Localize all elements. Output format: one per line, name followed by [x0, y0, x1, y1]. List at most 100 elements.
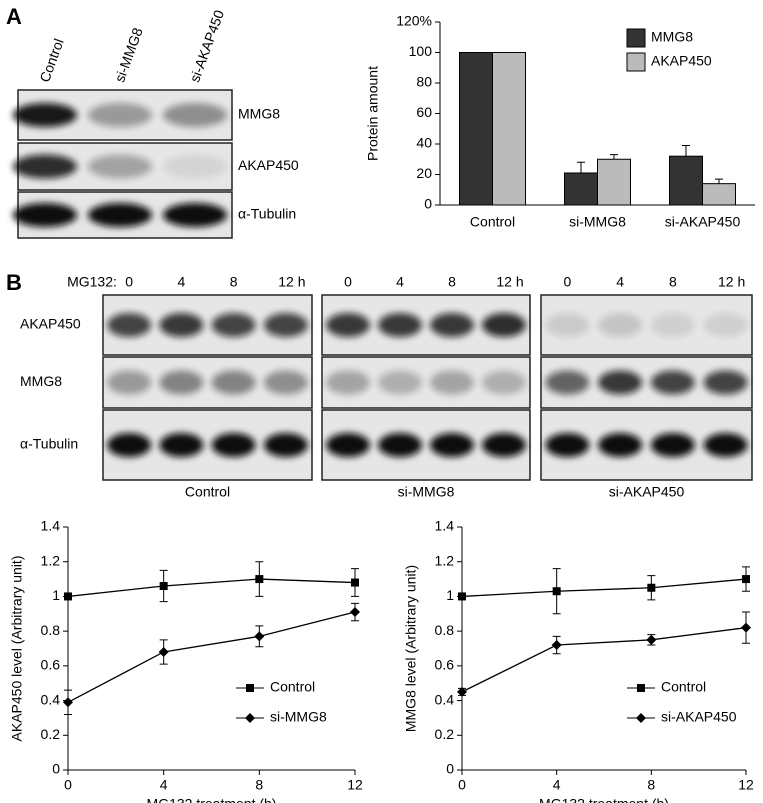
blot-band: [430, 313, 474, 337]
time-label: 8: [669, 274, 677, 290]
blot-band: [211, 433, 256, 457]
group-label: si-MMG8: [398, 484, 455, 500]
marker: [742, 575, 750, 584]
y-tick-label: 0: [52, 761, 60, 777]
blot-band: [650, 433, 695, 457]
lane-label: si-MMG8: [111, 25, 146, 84]
marker: [458, 592, 466, 601]
blot-band: [482, 370, 526, 395]
error-bar: [610, 154, 618, 160]
blot-band: [159, 433, 204, 457]
blot-band: [650, 313, 695, 337]
line: [67, 611, 356, 703]
lane-label: Control: [36, 36, 66, 84]
marker: [254, 631, 265, 642]
time-label: 0: [344, 274, 352, 290]
legend-label: Control: [270, 679, 315, 695]
line: [461, 578, 747, 598]
treatment-label: MG132:: [67, 274, 117, 290]
time-label: 8: [230, 274, 238, 290]
blot-band: [598, 313, 643, 337]
y-tick-label: 80: [416, 74, 432, 90]
bar: [459, 52, 493, 206]
blot-band: [326, 370, 370, 395]
blot-band: [598, 370, 643, 395]
marker: [158, 646, 169, 657]
time-label: 12 h: [496, 274, 523, 290]
blot-band: [88, 203, 152, 227]
blot-band: [88, 103, 152, 127]
marker: [351, 578, 359, 587]
legend-label: AKAP450: [651, 53, 712, 69]
group-label: si-AKAP450: [609, 484, 685, 500]
legend-label: si-MMG8: [270, 709, 327, 725]
marker: [457, 686, 467, 697]
y-tick-label: 0.2: [435, 726, 455, 742]
y-tick-label: 0.8: [435, 622, 455, 638]
blot-band: [13, 203, 77, 227]
marker: [255, 575, 264, 584]
blot-band: [163, 154, 227, 179]
y-tick-label: 0: [424, 196, 432, 212]
x-tick-label: si-MMG8: [569, 214, 626, 230]
time-label: 12 h: [718, 274, 745, 290]
legend-label: si-AKAP450: [661, 709, 737, 725]
y-tick-label: 120%: [396, 13, 432, 29]
x-tick-label: 12: [738, 777, 754, 793]
blot-band: [545, 370, 590, 395]
marker: [159, 582, 168, 591]
x-tick-label: 4: [553, 777, 561, 793]
bar: [564, 172, 598, 206]
time-label: 12 h: [278, 274, 305, 290]
y-tick-label: 1.2: [41, 552, 61, 568]
blot-band: [378, 370, 422, 395]
marker: [245, 713, 255, 723]
x-tick-label: Control: [470, 214, 515, 230]
marker: [647, 583, 656, 592]
line: [461, 627, 747, 693]
marker: [552, 587, 561, 596]
x-tick-label: 8: [255, 777, 263, 793]
y-tick-label: 20: [416, 165, 432, 181]
x-tick-label: 4: [160, 777, 168, 793]
legend-label: Control: [661, 679, 706, 695]
blot-band: [263, 433, 308, 457]
bar: [492, 52, 526, 206]
blot-band: [13, 154, 77, 179]
legend-swatch: [626, 28, 646, 48]
y-tick-label: 1: [446, 587, 454, 603]
blot-band: [650, 370, 695, 395]
bar: [597, 158, 631, 206]
blot-band: [378, 313, 422, 337]
x-tick-label: 12: [347, 777, 363, 793]
y-tick-label: 0.8: [41, 622, 61, 638]
legend-swatch: [626, 52, 646, 72]
lane-label: si-AKAP450: [186, 8, 227, 85]
blot-band: [482, 313, 526, 337]
marker: [551, 640, 562, 651]
time-label: 8: [448, 274, 456, 290]
x-axis-label: MG132 treatment (h): [539, 796, 669, 803]
y-axis-label: AKAP450 level (Arbitrary unit): [9, 556, 25, 742]
blot-band: [211, 313, 256, 337]
y-axis-label: Protein amount: [365, 66, 381, 161]
error-bar: [715, 178, 723, 184]
x-tick-label: 0: [458, 777, 466, 793]
bar: [702, 183, 736, 206]
blot-band: [211, 370, 256, 395]
blot-band: [263, 313, 308, 337]
group-label: Control: [185, 484, 230, 500]
time-label: 4: [177, 274, 185, 290]
blot-band: [598, 433, 643, 457]
blot-band: [159, 313, 204, 337]
y-tick-label: 1.4: [41, 518, 61, 534]
blot-band: [703, 370, 748, 395]
blot-band: [88, 154, 152, 179]
marker: [636, 713, 646, 723]
error-bar: [682, 145, 690, 157]
blot-band: [703, 433, 748, 457]
y-tick-label: 1.4: [435, 518, 455, 534]
x-tick-label: si-AKAP450: [665, 214, 741, 230]
marker: [741, 622, 751, 633]
blot-band: [326, 433, 370, 457]
